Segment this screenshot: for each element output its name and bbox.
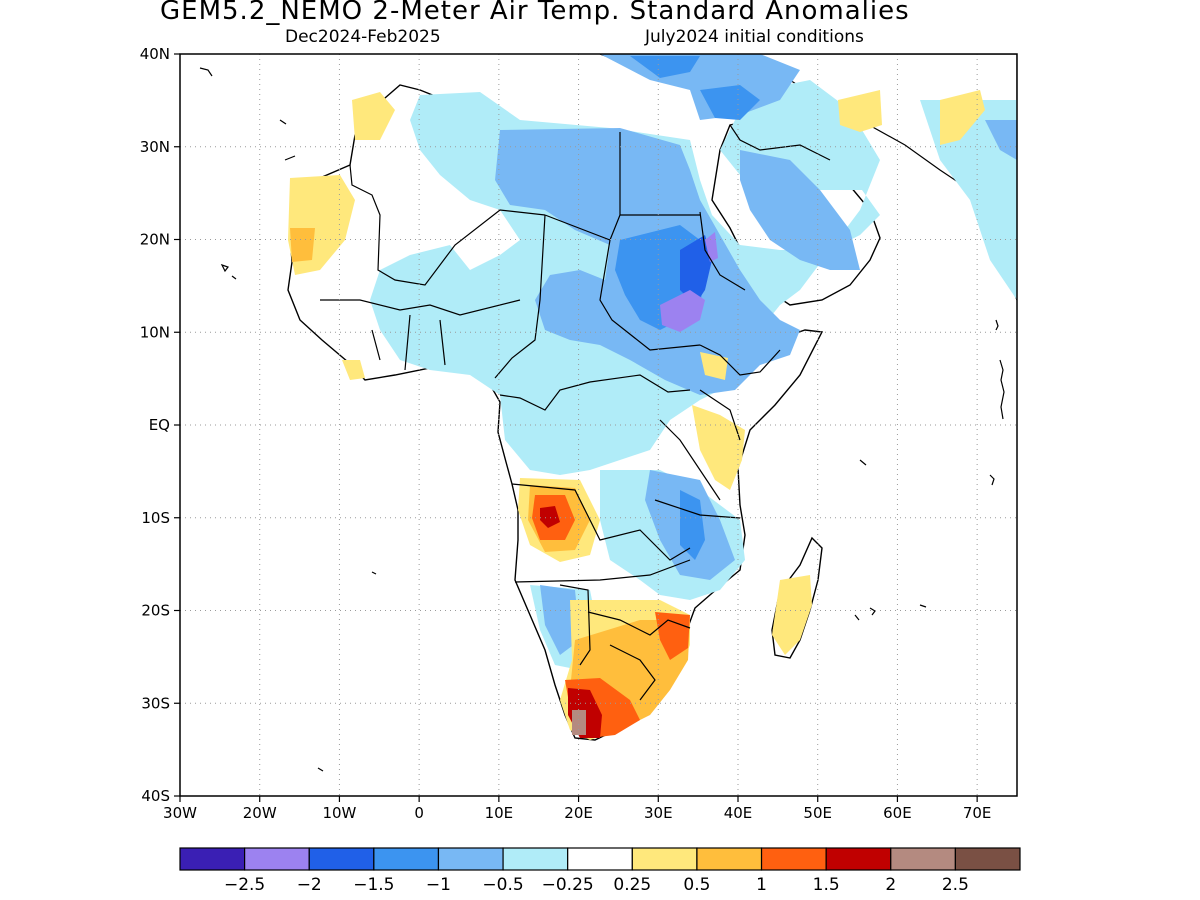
anomaly-region [572, 710, 586, 735]
anomaly-region [940, 90, 985, 145]
season-label: Dec2024-Feb2025 [285, 27, 441, 47]
map-grid [180, 54, 1017, 796]
lon-tick-label: 30E [644, 804, 673, 822]
colorbar-swatch [308, 847, 375, 871]
lon-tick-label: 10W [322, 804, 356, 822]
colorbar-swatch [179, 847, 246, 871]
anomaly-region [772, 575, 812, 655]
lat-tick-label: 30S [141, 694, 170, 712]
lat-tick-label: 30N [140, 138, 170, 156]
colorbar-swatch [825, 847, 892, 871]
axis-ticks: 30W 20W 10W 0 10E 20E 30E 40E 50E 60E 70E 40N 30N 20N… [140, 45, 992, 822]
lon-tick-label: 50E [803, 804, 832, 822]
colorbar-swatch [696, 847, 763, 871]
anomaly-region [540, 585, 580, 655]
anomaly-region [630, 56, 700, 78]
lon-tick-label: 70E [963, 804, 992, 822]
anomaly-region [660, 290, 705, 332]
colorbar-label: −1.5 [353, 875, 394, 895]
colorbar-swatch [437, 847, 504, 871]
anomaly-region [700, 85, 760, 120]
lat-tick-label: 10N [140, 323, 170, 341]
anomaly-region [290, 228, 315, 262]
anomaly-region [352, 92, 395, 140]
anomaly-region [920, 100, 1017, 300]
colorbar-label: 0.5 [683, 875, 710, 895]
colorbar-swatch [502, 847, 569, 871]
colorbar-label: 2.5 [942, 875, 969, 895]
anomaly-region [692, 405, 745, 490]
anomaly-region [705, 232, 718, 262]
colorbar-label: −2 [297, 875, 322, 895]
colorbar-swatch [954, 847, 1021, 871]
lat-tick-label: 40S [141, 787, 170, 805]
colorbar-label: −0.25 [542, 875, 594, 895]
anomaly-region [985, 120, 1017, 160]
anomaly-region [680, 235, 712, 305]
lat-tick-label: EQ [149, 416, 170, 434]
lat-tick-label: 10S [141, 509, 170, 527]
colorbar-label: −1 [426, 875, 451, 895]
lat-tick-label: 40N [140, 45, 170, 63]
anomaly-region [680, 490, 705, 560]
map-title: GEM5.2_NEMO 2-Meter Air Temp. Standard A… [160, 0, 910, 26]
colorbar-swatch [760, 847, 827, 871]
colorbar: −2.5 −2 −1.5 −1 −0.5 −0.25 0.25 0.5 1 1.5 2 2.5 [179, 847, 1021, 895]
initial-conditions-label: July2024 initial conditions [645, 27, 864, 47]
lon-tick-label: 60E [883, 804, 912, 822]
lat-tick-label: 20N [140, 231, 170, 249]
lon-tick-label: 10E [485, 804, 514, 822]
anomaly-region [700, 352, 728, 380]
colorbar-label: −0.5 [482, 875, 523, 895]
islands [199, 67, 1005, 772]
colorbar-swatch [631, 847, 698, 871]
country-borders [320, 124, 831, 701]
lon-tick-label: 20W [243, 804, 277, 822]
anomaly-region [342, 360, 365, 380]
anomaly-region [838, 90, 882, 132]
lon-tick-label: 20E [564, 804, 593, 822]
colorbar-swatch [567, 847, 633, 871]
colorbar-swatch [890, 847, 956, 871]
anomaly-shading [288, 54, 1017, 740]
colorbar-swatch [373, 847, 440, 871]
anomaly-region [540, 506, 560, 528]
colorbar-label: −2.5 [224, 875, 265, 895]
colorbar-label: 2 [885, 875, 896, 895]
colorbar-label: 1.5 [813, 875, 840, 895]
colorbar-label: 1 [756, 875, 767, 895]
colorbar-label: 0.25 [613, 875, 651, 895]
lon-tick-label: 30W [163, 804, 197, 822]
lon-tick-label: 0 [414, 804, 424, 822]
lat-tick-label: 20S [141, 602, 170, 620]
lon-tick-label: 40E [724, 804, 753, 822]
colorbar-swatch [244, 847, 310, 871]
